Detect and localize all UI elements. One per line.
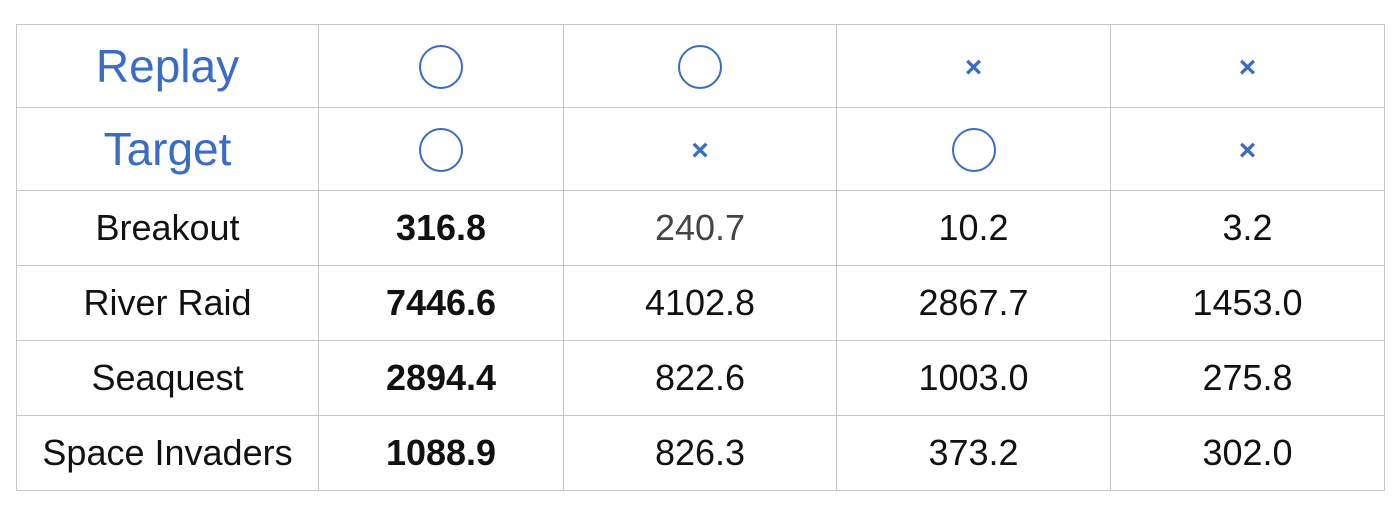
results-table: Replay × × Target × × Breakout 316.8 240… xyxy=(16,24,1385,491)
score-cell: 316.8 xyxy=(318,190,564,266)
score-cell: 2894.4 xyxy=(318,340,564,416)
target-cell-4: × xyxy=(1110,107,1385,191)
score-cell: 7446.6 xyxy=(318,265,564,341)
game-name: Seaquest xyxy=(16,340,319,416)
table-row: Space Invaders 1088.9 826.3 373.2 302.0 xyxy=(16,415,1385,491)
score-cell: 275.8 xyxy=(1110,340,1385,416)
score-cell: 1003.0 xyxy=(836,340,1111,416)
score-cell: 3.2 xyxy=(1110,190,1385,266)
game-name: Space Invaders xyxy=(16,415,319,491)
circle-mark-icon xyxy=(419,127,463,172)
score-cell: 240.7 xyxy=(563,190,837,266)
score-cell: 826.3 xyxy=(563,415,837,491)
score-cell: 1453.0 xyxy=(1110,265,1385,341)
score-cell: 1088.9 xyxy=(318,415,564,491)
score-cell: 302.0 xyxy=(1110,415,1385,491)
replay-cell-4: × xyxy=(1110,24,1385,108)
circle-mark-icon xyxy=(951,127,996,172)
game-name: Breakout xyxy=(16,190,319,266)
score-cell: 2867.7 xyxy=(836,265,1111,341)
cross-mark-icon: × xyxy=(1238,134,1257,168)
header-row-replay: Replay × × xyxy=(16,24,1385,108)
table-row: River Raid 7446.6 4102.8 2867.7 1453.0 xyxy=(16,265,1385,341)
table-row: Seaquest 2894.4 822.6 1003.0 275.8 xyxy=(16,340,1385,416)
score-cell: 373.2 xyxy=(836,415,1111,491)
row-label-target: Target xyxy=(16,107,319,191)
circle-mark-icon xyxy=(678,44,722,89)
header-row-target: Target × × xyxy=(16,107,1385,191)
cross-mark-icon: × xyxy=(691,134,709,168)
replay-cell-1 xyxy=(318,24,564,108)
target-cell-3 xyxy=(836,107,1111,191)
table-row: Breakout 316.8 240.7 10.2 3.2 xyxy=(16,190,1385,266)
score-cell: 822.6 xyxy=(563,340,837,416)
cross-mark-icon: × xyxy=(964,51,983,85)
target-cell-2: × xyxy=(563,107,837,191)
cross-mark-icon: × xyxy=(1238,51,1257,85)
circle-mark-icon xyxy=(419,44,463,89)
score-cell: 10.2 xyxy=(836,190,1111,266)
game-name: River Raid xyxy=(16,265,319,341)
replay-cell-3: × xyxy=(836,24,1111,108)
replay-cell-2 xyxy=(563,24,837,108)
results-table-container: Replay × × Target × × Breakout 316.8 240… xyxy=(16,24,1385,494)
target-cell-1 xyxy=(318,107,564,191)
row-label-replay: Replay xyxy=(16,24,319,108)
score-cell: 4102.8 xyxy=(563,265,837,341)
